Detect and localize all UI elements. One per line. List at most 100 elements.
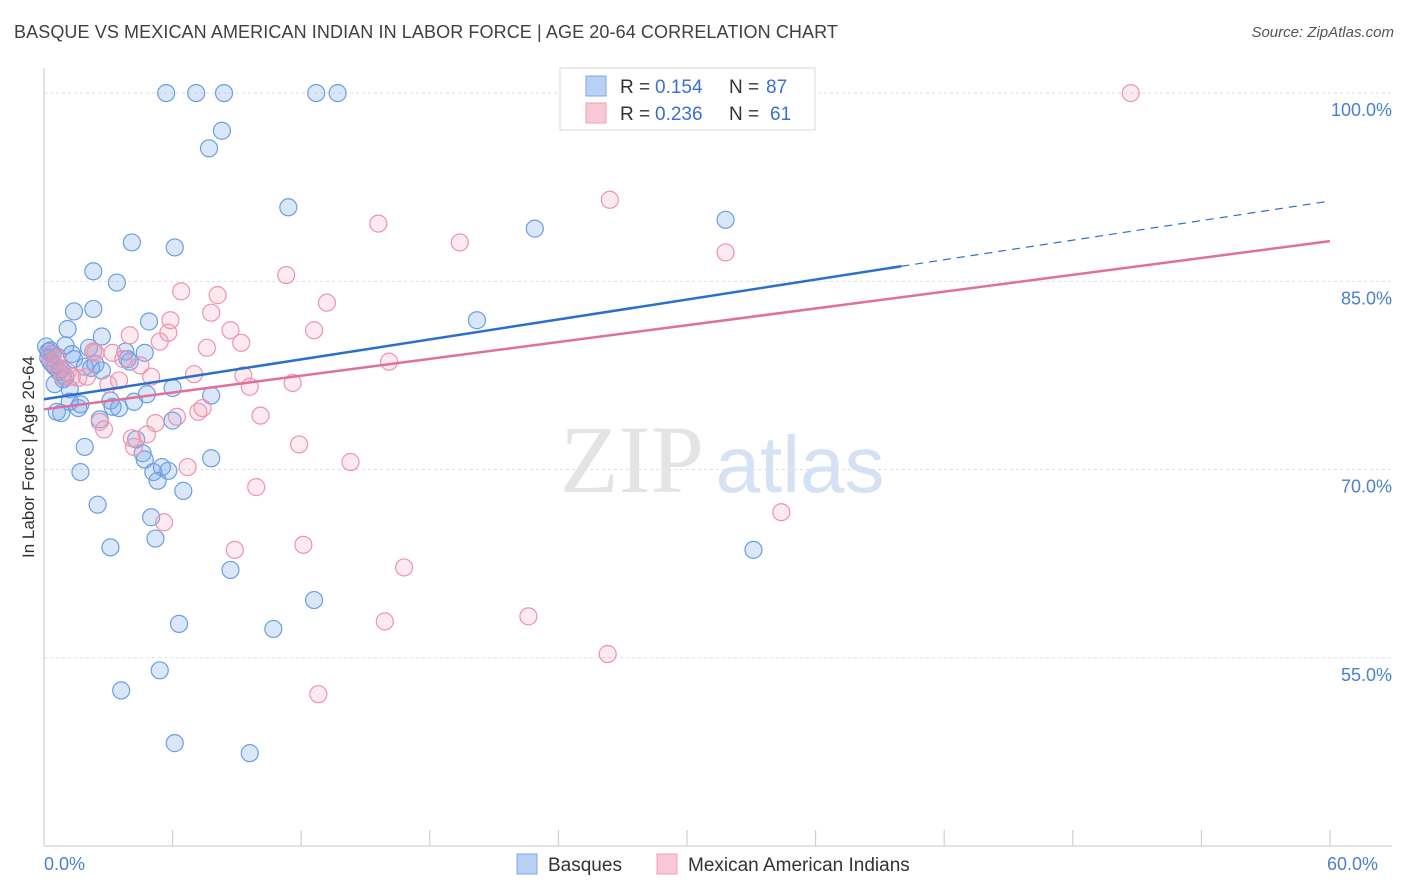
mexican-point-61: [772, 503, 791, 522]
watermark-atlas: atlas: [716, 420, 885, 509]
tick-labels: 100.0% 85.0% 70.0% 55.0% 0.0% 60.0%: [44, 100, 1392, 874]
legend-n-value-1: 87: [766, 77, 787, 98]
mexican-point-44: [277, 265, 296, 285]
legend-swatch-mexican: [585, 102, 607, 124]
mexican-point-45: [283, 373, 302, 393]
basque-point-46: [139, 312, 159, 331]
basque-point-61: [187, 83, 206, 103]
mexican-point-47: [294, 535, 313, 554]
basque-point-23: [84, 262, 103, 281]
basque-point-31: [101, 538, 120, 557]
basque-point-59: [169, 614, 189, 633]
legend-r-value-1: 0.154: [655, 77, 703, 98]
basque-point-32: [103, 397, 122, 416]
mexican-point-17: [120, 326, 139, 345]
basque-point-86: [62, 345, 81, 364]
basque-point-73: [328, 83, 347, 103]
basque-point-68: [240, 744, 259, 763]
mexican-point-38: [225, 540, 244, 559]
basque-point-53: [157, 83, 176, 103]
legend-r-label-1: R =: [620, 77, 650, 98]
basque-point-35: [112, 681, 131, 700]
basque-point-10: [58, 319, 77, 339]
mexican-point-60: [716, 243, 735, 262]
mexican-point-49: [309, 685, 328, 704]
bottom-legend: Basques Mexican American Indians: [516, 853, 910, 876]
basque-point-62: [199, 139, 219, 158]
mexican-point-27: [161, 311, 180, 330]
mexican-point-56: [450, 233, 469, 252]
mexican-point-25: [154, 513, 174, 532]
bottom-legend-basques: Basques: [548, 855, 622, 876]
mexican-point-6: [62, 367, 81, 386]
mexican-point-39: [232, 333, 251, 352]
mexican-point-62: [1121, 83, 1140, 103]
mexican-point-14: [103, 343, 122, 362]
mexican-point-10: [86, 343, 105, 362]
mexican-point-48: [304, 321, 324, 340]
mexican-point-33: [193, 398, 212, 418]
mexican-point-29: [172, 282, 191, 301]
basque-point-14: [64, 302, 84, 321]
basque-point-26: [88, 495, 107, 514]
y-axis-label: In Labor Force | Age 20-64: [19, 356, 38, 558]
watermark-zip: ZIP: [560, 406, 704, 513]
legend-n-label-2: N =: [729, 104, 759, 125]
legend-r-value-2: 0.236: [655, 104, 703, 125]
mexican-point-57: [519, 607, 538, 626]
basque-point-72: [307, 83, 326, 103]
mexican-point-3: [49, 358, 69, 378]
basque-point-58: [165, 734, 184, 753]
mexican-point-30: [178, 457, 197, 477]
mexican-point-59: [600, 190, 619, 209]
legend-r-label-2: R =: [620, 104, 650, 125]
mexican-point-42: [247, 478, 266, 497]
mexican-point-20: [131, 356, 150, 375]
legend-swatch-basques: [585, 75, 607, 97]
chart-source: Source: ZipAtlas.com: [1251, 24, 1394, 41]
basque-point-70: [279, 198, 298, 217]
basque-point-66: [214, 83, 234, 103]
legend-n-label-1: N =: [729, 77, 759, 98]
basque-point-78: [744, 540, 763, 559]
bottom-legend-swatch-basques: [516, 853, 538, 875]
mexican-point-54: [379, 352, 399, 371]
mexican-point-52: [369, 214, 388, 233]
trend-lines: [43, 200, 1331, 411]
y-tick-label-1: 85.0%: [1341, 288, 1392, 308]
basque-point-33: [107, 273, 126, 292]
basque-point-16: [71, 462, 90, 482]
mexican-point-51: [341, 452, 360, 472]
basque-point-24: [84, 299, 103, 319]
bottom-legend-mexican: Mexican American Indians: [688, 855, 910, 876]
mexican-point-19: [124, 437, 144, 457]
watermark: ZIP atlas: [560, 406, 884, 513]
basque-point-63: [202, 449, 221, 468]
basque-point-67: [221, 560, 240, 580]
mexican-point-46: [289, 435, 309, 454]
basque-point-60: [174, 481, 193, 500]
y-tick-label-0: 100.0%: [1331, 100, 1392, 120]
basque-point-65: [212, 121, 231, 140]
axes: [43, 68, 1392, 847]
basque-trend-extension: [901, 200, 1331, 267]
chart-title: BASQUE VS MEXICAN AMERICAN INDIAN IN LAB…: [14, 22, 838, 42]
mexican-point-58: [598, 644, 617, 664]
mexican-point-50: [317, 293, 337, 312]
mexican-point-35: [202, 303, 221, 322]
basque-point-39: [122, 233, 141, 252]
basque-point-29: [92, 327, 111, 346]
basque-point-43: [135, 450, 154, 469]
basque-point-51: [150, 661, 169, 680]
mexican-point-15: [109, 371, 129, 390]
mexican-point-12: [94, 420, 114, 439]
basque-trend-line: [43, 265, 902, 401]
mexican-point-8: [77, 367, 96, 386]
mexican-point-23: [146, 414, 165, 433]
basque-point-69: [264, 619, 283, 639]
mexican-trend-line: [43, 239, 1331, 411]
mexican-point-34: [197, 338, 216, 357]
mexican-point-53: [375, 612, 394, 631]
basque-point-76: [716, 210, 735, 229]
mexican-point-55: [394, 558, 414, 577]
